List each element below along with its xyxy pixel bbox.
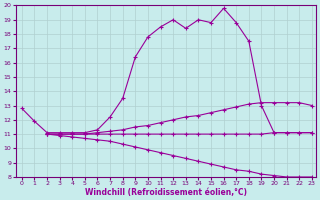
X-axis label: Windchill (Refroidissement éolien,°C): Windchill (Refroidissement éolien,°C) <box>84 188 247 197</box>
